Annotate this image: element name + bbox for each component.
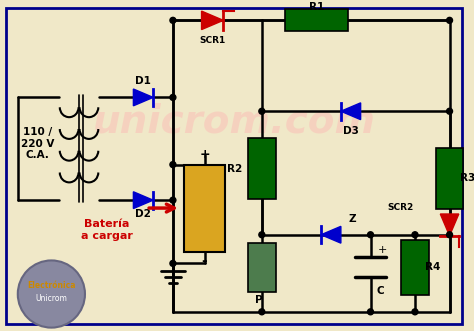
Circle shape [259,309,265,315]
Text: Unicrom: Unicrom [36,295,67,304]
FancyBboxPatch shape [248,243,276,292]
Text: D2: D2 [136,209,151,219]
Circle shape [447,108,453,114]
Text: C: C [376,286,384,296]
Text: D1: D1 [136,75,151,86]
Circle shape [170,162,176,167]
Circle shape [412,309,418,315]
Circle shape [170,17,176,23]
FancyBboxPatch shape [184,165,225,252]
Circle shape [412,232,418,238]
Text: SCR1: SCR1 [199,36,226,45]
Polygon shape [440,214,459,236]
Circle shape [18,260,85,328]
Text: R2: R2 [227,164,242,173]
Text: Batería
a cargar: Batería a cargar [81,219,133,241]
Circle shape [170,197,176,203]
Circle shape [259,232,265,238]
Circle shape [447,17,453,23]
Text: SCR2: SCR2 [387,203,413,212]
Polygon shape [201,11,223,29]
Circle shape [259,108,265,114]
Text: 110 /
220 V
C.A.: 110 / 220 V C.A. [21,127,54,161]
Polygon shape [133,192,153,209]
Polygon shape [321,226,341,243]
Text: P: P [255,295,263,305]
Text: R3: R3 [460,173,474,183]
Text: +: + [378,245,387,255]
Text: -: - [201,255,208,268]
Circle shape [447,232,453,238]
Text: Z: Z [349,214,356,224]
Text: D3: D3 [343,126,359,136]
FancyBboxPatch shape [248,138,276,199]
Text: unicrom.com: unicrom.com [92,102,376,140]
Text: R1: R1 [309,3,324,13]
FancyBboxPatch shape [284,10,348,31]
Text: +: + [199,148,210,161]
FancyBboxPatch shape [401,240,429,295]
Circle shape [367,232,374,238]
Circle shape [170,260,176,266]
Circle shape [170,94,176,100]
Text: Electrónica: Electrónica [27,281,76,290]
Polygon shape [133,89,153,106]
Text: R4: R4 [425,262,440,272]
Circle shape [367,309,374,315]
FancyBboxPatch shape [436,148,464,209]
Polygon shape [341,103,361,119]
